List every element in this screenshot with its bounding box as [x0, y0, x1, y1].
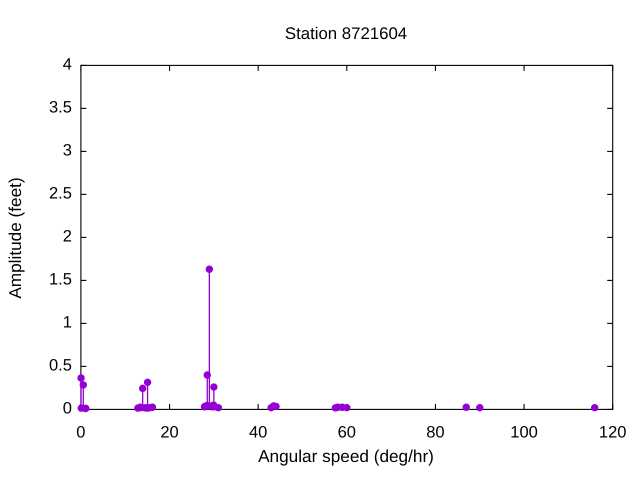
svg-text:1.5: 1.5	[49, 270, 72, 288]
svg-text:0: 0	[63, 399, 72, 417]
svg-text:2: 2	[63, 227, 72, 245]
svg-text:Amplitude (feet): Amplitude (feet)	[5, 177, 25, 298]
svg-text:2.5: 2.5	[49, 184, 72, 202]
svg-text:4: 4	[63, 55, 72, 73]
svg-text:60: 60	[338, 424, 356, 442]
svg-text:0: 0	[76, 424, 85, 442]
svg-text:100: 100	[510, 424, 538, 442]
svg-text:Station 8721604: Station 8721604	[285, 24, 407, 43]
svg-text:120: 120	[599, 424, 627, 442]
svg-text:0.5: 0.5	[49, 356, 72, 374]
svg-text:3.5: 3.5	[49, 98, 72, 116]
svg-text:3: 3	[63, 141, 72, 159]
svg-text:1: 1	[63, 313, 72, 331]
svg-text:80: 80	[426, 424, 444, 442]
svg-text:40: 40	[249, 424, 267, 442]
svg-text:Angular speed (deg/hr): Angular speed (deg/hr)	[258, 446, 434, 466]
svg-text:20: 20	[160, 424, 178, 442]
